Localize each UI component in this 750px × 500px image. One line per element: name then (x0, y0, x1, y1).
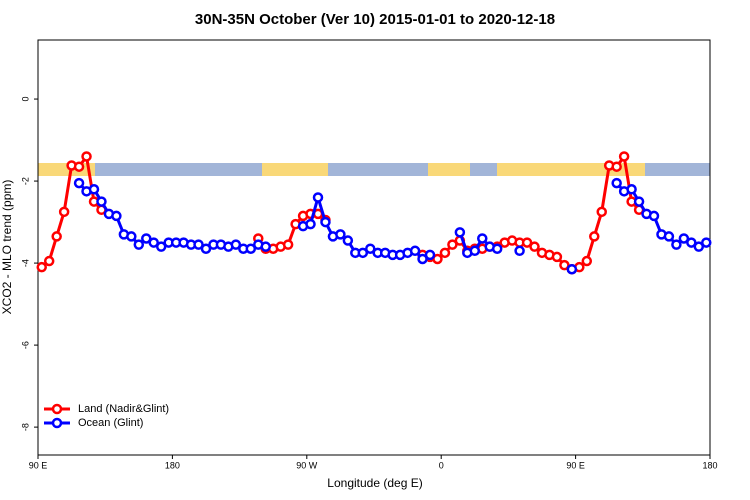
series-line (77, 182, 707, 261)
point (663, 231, 675, 242)
point (618, 151, 630, 162)
point (648, 210, 660, 222)
point (230, 239, 242, 250)
point (521, 237, 533, 248)
point (491, 243, 503, 254)
point (671, 239, 682, 250)
point (282, 239, 294, 250)
point (43, 255, 55, 267)
point (432, 253, 443, 265)
legend-marker (51, 417, 63, 429)
point (447, 239, 458, 250)
point (469, 245, 481, 257)
point (335, 229, 346, 240)
legend-label: Ocean (Glint) (78, 417, 143, 429)
point (36, 261, 47, 273)
land-band (497, 163, 645, 176)
point (611, 161, 622, 172)
point (409, 245, 421, 257)
point (559, 259, 570, 271)
chart-title: 30N-35N October (Ver 10) 2015-01-01 to 2… (195, 11, 555, 28)
point (96, 196, 107, 207)
plot-frame (37, 39, 711, 456)
point (155, 241, 167, 252)
legend-marker (51, 403, 63, 415)
x-tick-label: 90 E (29, 460, 48, 470)
point (200, 243, 212, 254)
y-tick-label: -8 (20, 423, 30, 431)
point (73, 177, 85, 189)
point (260, 241, 271, 252)
point (320, 216, 331, 228)
point (514, 245, 525, 257)
point (312, 192, 324, 203)
point (417, 253, 428, 265)
point (477, 233, 488, 244)
legend-label: Land (Nadir&Glint) (78, 403, 169, 415)
point (626, 184, 637, 195)
point (193, 239, 204, 250)
point (365, 243, 376, 254)
y-tick-label: -2 (20, 177, 30, 185)
point (551, 251, 563, 263)
point (439, 247, 451, 259)
point (596, 206, 607, 218)
y-axis-label: XCO2 - MLO trend (ppm) (0, 180, 14, 315)
point (566, 263, 578, 275)
x-tick-label: 180 (702, 460, 717, 470)
surface-band (38, 163, 710, 176)
x-tick-label: 180 (165, 460, 180, 470)
point (611, 177, 622, 189)
y-tick-label: 0 (20, 97, 30, 102)
point (678, 233, 690, 244)
point (686, 237, 697, 248)
y-tick-label: -6 (20, 341, 30, 349)
point (357, 247, 369, 259)
point (454, 227, 466, 238)
point (81, 151, 92, 162)
point (342, 235, 354, 246)
x-tick-label: 0 (439, 460, 444, 470)
point (245, 243, 257, 254)
land-band (262, 163, 328, 176)
x-axis-label: Longitude (deg E) (327, 476, 422, 490)
x-tick-label: 90 W (296, 460, 318, 470)
point (581, 255, 593, 267)
point (701, 237, 712, 248)
point (529, 241, 540, 252)
x-tick-label: 90 E (566, 460, 585, 470)
point (141, 233, 152, 244)
point (88, 184, 100, 195)
point (633, 196, 645, 207)
point (126, 231, 137, 242)
y-tick-label: -4 (20, 259, 30, 267)
point (133, 239, 145, 250)
land-band (428, 163, 470, 176)
point (51, 231, 62, 242)
point (424, 249, 436, 261)
point (148, 237, 159, 248)
point (58, 206, 70, 218)
point (73, 161, 85, 172)
point (111, 210, 122, 222)
point (589, 231, 600, 242)
point (693, 241, 705, 252)
point (305, 218, 316, 230)
